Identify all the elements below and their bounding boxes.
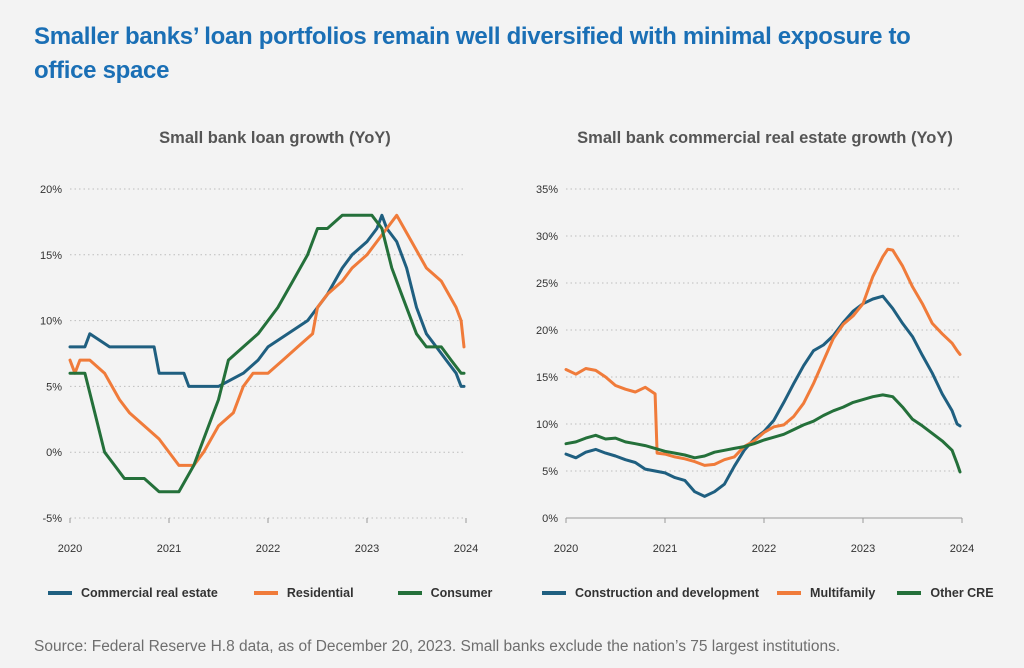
y-tick-label: 15% <box>40 250 62 262</box>
y-tick-label: 30% <box>536 231 558 243</box>
x-tick-label: 2020 <box>58 543 82 555</box>
x-tick-label: 2024 <box>454 543 478 555</box>
legend-swatch <box>253 591 278 595</box>
y-tick-label: 0% <box>542 513 558 525</box>
legend-cre-growth: Construction and development Multifamily… <box>542 584 994 602</box>
legend-item-construction: Construction and development <box>542 586 759 600</box>
x-tick-label: 2021 <box>653 543 677 555</box>
legend-label: Construction and development <box>575 586 760 600</box>
legend-label: Multifamily <box>810 586 876 600</box>
x-tick-label: 2020 <box>554 543 578 555</box>
series-line-other-cre <box>564 393 962 474</box>
legend-swatch <box>897 591 922 595</box>
series-line-consumer <box>68 213 466 494</box>
x-tick-label: 2022 <box>256 543 280 555</box>
chart-title-loan-growth: Small bank loan growth (YoY) <box>159 129 391 147</box>
x-tick-label: 2024 <box>950 543 974 555</box>
legend-item-consumer: Consumer <box>397 586 493 600</box>
y-tick-label: 5% <box>46 381 62 393</box>
x-tick-label: 2022 <box>752 543 776 555</box>
legend-label: Consumer <box>430 586 493 600</box>
legend-item-other-cre: Other CRE <box>897 586 994 600</box>
x-tick-label: 2023 <box>851 543 875 555</box>
legend-swatch <box>542 591 566 595</box>
y-tick-label: 10% <box>40 316 62 328</box>
legend-label: Residential <box>286 586 354 600</box>
y-tick-label: 20% <box>536 325 558 337</box>
series-line-multifamily <box>564 247 962 467</box>
series-line-commercial-real-estate <box>68 213 466 388</box>
y-tick-label: -5% <box>42 513 62 525</box>
y-tick-label: 25% <box>536 278 558 290</box>
chart-title-cre-growth: Small bank commercial real estate growth… <box>577 129 953 147</box>
legend-swatch <box>397 591 422 595</box>
y-tick-label: 35% <box>536 184 558 196</box>
y-tick-label: 0% <box>46 447 62 459</box>
x-tick-label: 2021 <box>157 543 181 555</box>
legend-loan-growth: Commercial real estate Residential Consu… <box>48 584 522 602</box>
x-tick-label: 2023 <box>355 543 379 555</box>
y-tick-label: 15% <box>536 372 558 384</box>
legend-label: Other CRE <box>930 586 994 600</box>
legend-item-residential: Residential <box>253 586 354 600</box>
y-tick-label: 5% <box>542 466 558 478</box>
legend-swatch <box>777 591 802 595</box>
legend-swatch <box>48 591 72 595</box>
legend-item-commercial-real-estate: Commercial real estate <box>48 586 218 600</box>
page-title: Smaller banks’ loan portfolios remain we… <box>34 23 911 84</box>
y-tick-label: 10% <box>536 419 558 431</box>
legend-item-multifamily: Multifamily <box>777 586 875 600</box>
series-line-residential <box>68 213 466 467</box>
y-tick-label: 20% <box>40 184 62 196</box>
series-line-construction-and-development <box>564 294 962 498</box>
source-note: Source: Federal Reserve H.8 data, as of … <box>34 638 841 655</box>
legend-label: Commercial real estate <box>81 586 218 600</box>
